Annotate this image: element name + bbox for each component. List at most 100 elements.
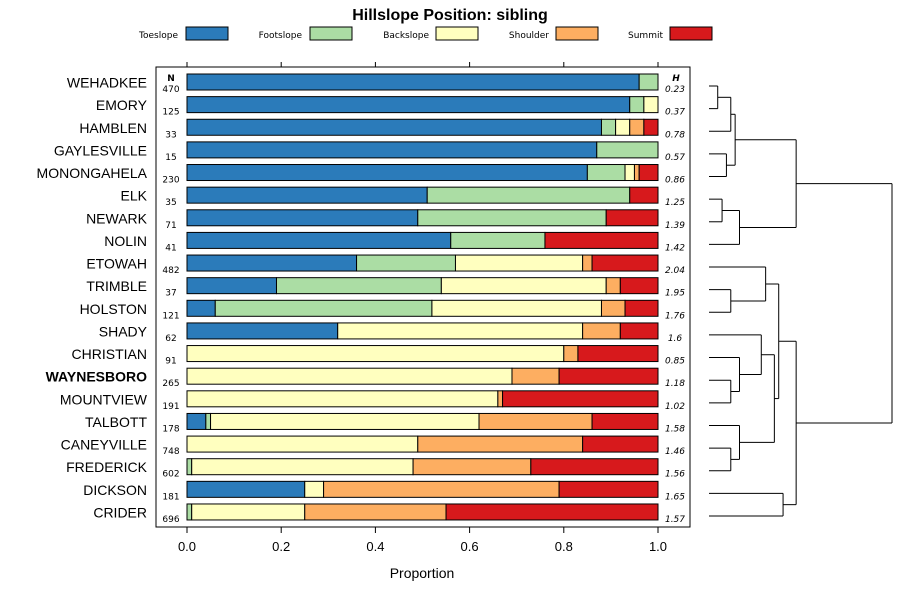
bar-segment-backslope-hamblen (615, 118, 631, 136)
bar-segment-toeslope-etowah (186, 254, 358, 272)
n-value-crider: 696 (162, 515, 179, 525)
category-label-mountview: MOUNTVIEW (60, 391, 148, 407)
h-value-trimble: 1.95 (665, 289, 685, 299)
bar-rows: WEHADKEE 470 0.23 EMORY 125 0.37 HAMBLEN 33 0.78… (37, 73, 685, 525)
n-value-christian: 91 (165, 357, 176, 367)
bar-segment-backslope-monongahela (624, 164, 635, 182)
bar-segment-shoulder-frederick (412, 458, 532, 476)
bar-segment-summit-newark (605, 209, 659, 227)
bar-segment-shoulder-etowah (582, 254, 593, 272)
legend-swatch-toeslope (185, 26, 229, 41)
bar-segment-summit-nolin (544, 231, 659, 249)
n-value-mountview: 191 (162, 402, 179, 412)
bar-row-christian: CHRISTIAN 91 0.85 (72, 345, 685, 367)
bar-segment-shoulder-shady (582, 322, 621, 340)
bar-segment-toeslope-monongahela (186, 164, 588, 182)
category-label-trimble: TRIMBLE (86, 278, 147, 294)
legend-label-footslope: Footslope (259, 31, 303, 41)
n-value-shady: 62 (165, 334, 176, 344)
bar-row-waynesboro: WAYNESBORO 265 1.18 (46, 367, 685, 389)
category-label-frederick: FREDERICK (66, 459, 148, 475)
bar-segment-backslope-caneyville (186, 435, 419, 453)
category-label-waynesboro: WAYNESBORO (46, 369, 148, 385)
bar-segment-toeslope-dickson (186, 480, 306, 498)
category-label-wehadkee: WEHADKEE (67, 75, 147, 91)
h-value-nolin: 1.42 (665, 243, 685, 253)
h-value-frederick: 1.56 (665, 470, 685, 480)
legend-label-backslope: Backslope (383, 31, 429, 41)
legend-swatch-shoulder (555, 26, 599, 41)
h-value-emory: 0.37 (665, 108, 685, 118)
bar-row-holston: HOLSTON 121 1.76 (80, 299, 685, 321)
category-label-gaylesville: GAYLESVILLE (54, 142, 147, 158)
n-value-holston: 121 (162, 311, 179, 321)
bar-segment-summit-waynesboro (558, 367, 659, 385)
h-value-elk: 1.25 (665, 198, 685, 208)
bar-row-nolin: NOLIN 41 1.42 (104, 231, 685, 253)
bar-segment-footslope-hamblen (600, 118, 617, 136)
bar-segment-shoulder-monongahela (633, 164, 640, 182)
bar-row-wehadkee: WEHADKEE 470 0.23 (67, 73, 685, 95)
bar-row-talbott: TALBOTT 178 1.58 (85, 412, 685, 434)
n-value-emory: 125 (162, 108, 179, 118)
bar-segment-footslope-newark (417, 209, 607, 227)
bar-segment-backslope-talbott (210, 412, 480, 430)
bar-segment-summit-mountview (502, 390, 659, 408)
bar-row-dickson: DICKSON 181 1.65 (83, 480, 685, 502)
bar-segment-summit-frederick (530, 458, 659, 476)
bar-segment-toeslope-newark (186, 209, 419, 227)
dendrogram (709, 85, 893, 517)
n-value-talbott: 178 (162, 424, 179, 434)
bar-segment-backslope-holston (431, 299, 602, 317)
bar-row-monongahela: MONONGAHELA 230 0.86 (37, 164, 685, 186)
bar-segment-shoulder-mountview (497, 390, 504, 408)
bar-segment-summit-elk (629, 186, 659, 204)
bar-segment-shoulder-holston (600, 299, 626, 317)
bar-segment-toeslope-wehadkee (186, 73, 640, 91)
h-value-holston: 1.76 (665, 311, 685, 321)
h-value-mountview: 1.02 (665, 402, 685, 412)
category-label-nolin: NOLIN (104, 233, 147, 249)
h-value-monongahela: 0.86 (665, 176, 685, 186)
legend-swatch-footslope (309, 26, 353, 41)
n-column-header: N (167, 74, 175, 84)
category-label-dickson: DICKSON (83, 482, 147, 498)
n-value-trimble: 37 (165, 289, 176, 299)
bar-row-caneyville: CANEYVILLE 748 1.46 (61, 435, 685, 457)
category-label-talbott: TALBOTT (85, 414, 147, 430)
x-tick-label: 0.8 (555, 539, 573, 554)
n-value-wehadkee: 470 (162, 85, 179, 95)
bar-segment-footslope-frederick (186, 458, 193, 476)
bar-segment-toeslope-holston (186, 299, 216, 317)
bar-segment-summit-christian (577, 345, 659, 363)
x-tick-label: 0.4 (366, 539, 384, 554)
h-value-talbott: 1.58 (665, 424, 685, 434)
bar-segment-backslope-frederick (191, 458, 414, 476)
bar-segment-summit-dickson (558, 480, 659, 498)
bar-segment-backslope-shady (337, 322, 584, 340)
bar-segment-shoulder-crider (304, 503, 447, 521)
bar-segment-shoulder-caneyville (417, 435, 584, 453)
category-label-christian: CHRISTIAN (72, 346, 147, 362)
category-label-shady: SHADY (99, 323, 148, 339)
bar-segment-footslope-emory (629, 96, 645, 114)
h-value-crider: 1.57 (665, 515, 685, 525)
plot-frame (155, 66, 691, 528)
top-axis-ticks (186, 62, 659, 67)
n-value-caneyville: 748 (162, 447, 179, 457)
bar-segment-backslope-waynesboro (186, 367, 513, 385)
bar-segment-footslope-trimble (275, 277, 442, 295)
x-axis-label: Proportion (390, 565, 455, 581)
legend: Toeslope Footslope Backslope Shoulder Summit (138, 26, 713, 41)
bar-segment-summit-talbott (591, 412, 659, 430)
bar-row-elk: ELK 35 1.25 (121, 186, 685, 208)
n-value-waynesboro: 265 (162, 379, 179, 389)
bar-segment-shoulder-christian (563, 345, 579, 363)
bar-segment-footslope-holston (214, 299, 433, 317)
h-value-shady: 1.6 (668, 334, 683, 344)
bar-segment-summit-trimble (619, 277, 659, 295)
bar-segment-backslope-emory (643, 96, 659, 114)
category-label-crider: CRIDER (93, 504, 147, 520)
bar-segment-toeslope-nolin (186, 231, 452, 249)
h-value-caneyville: 1.46 (665, 447, 685, 457)
